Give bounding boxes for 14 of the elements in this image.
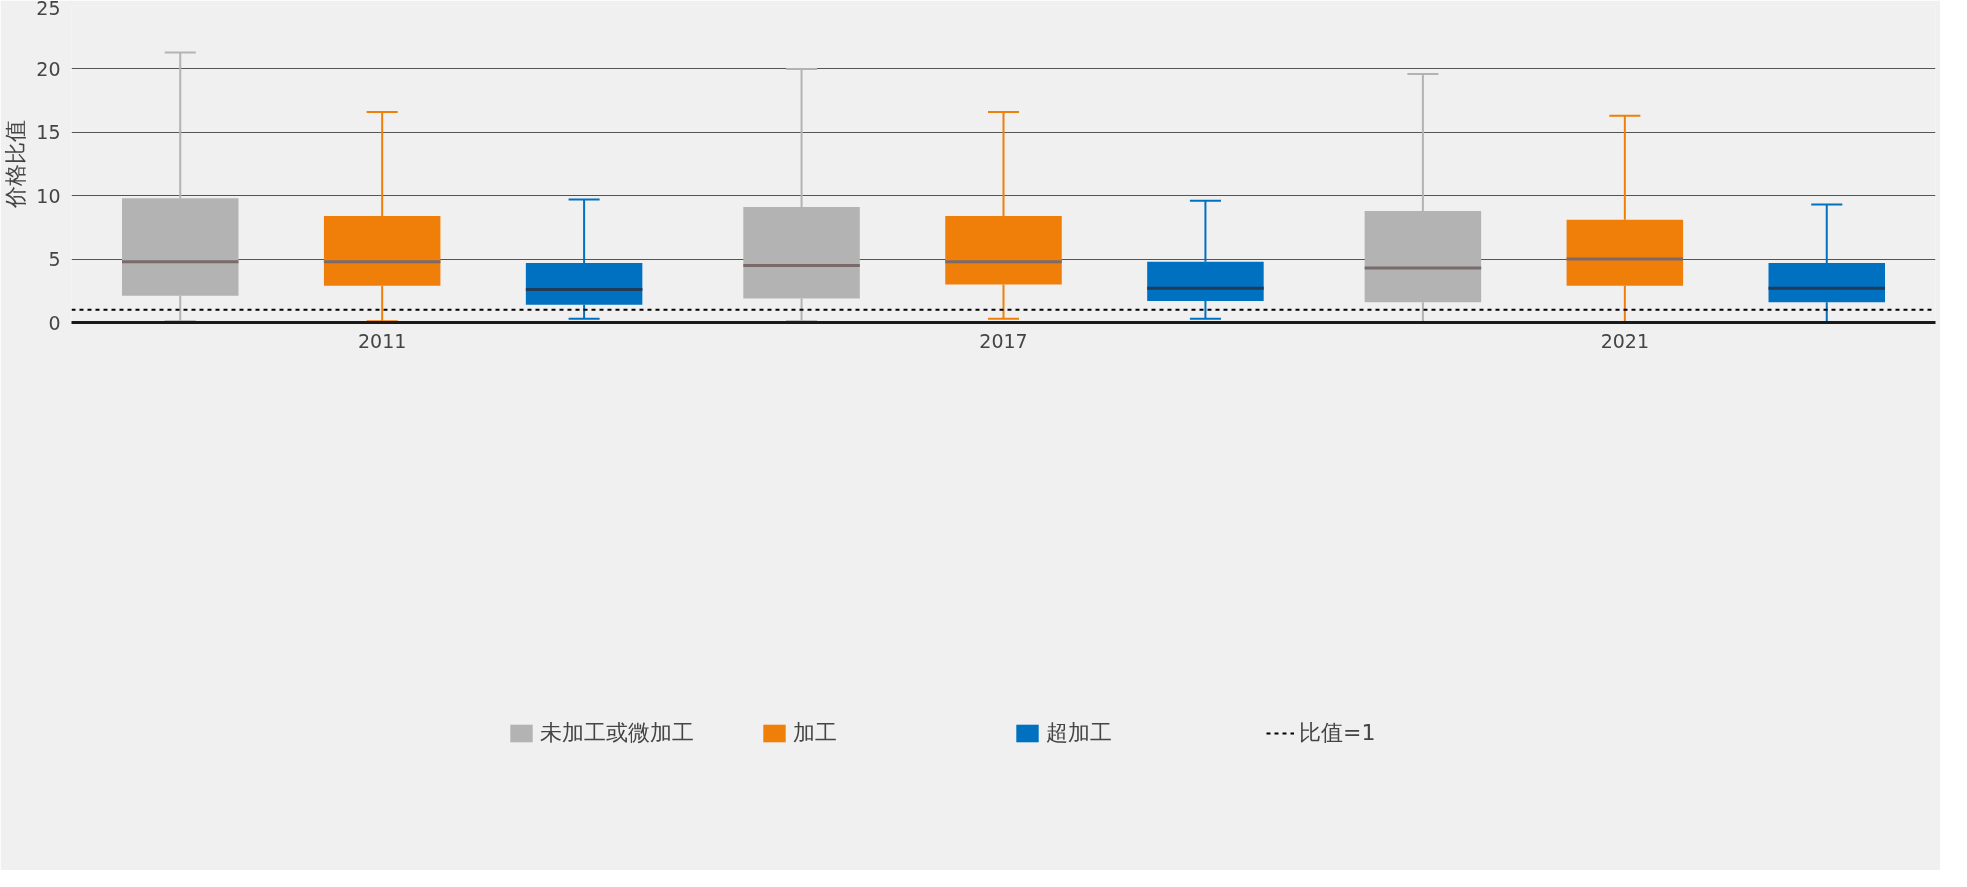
y-tick-label: 0 [48,311,61,334]
x-tick-label: 2017 [979,329,1028,352]
y-tick-label: 25 [36,0,61,19]
x-tick-label: 2011 [357,329,407,352]
legend-label: 超加工 [1046,718,1113,747]
y-tick-label: 15 [36,121,61,144]
y-axis-title: 价格比值 [3,120,29,209]
y-tick-label: 20 [36,57,61,80]
legend-label: 加工 [793,718,838,747]
y-tick-label: 10 [36,184,61,207]
legend-label: 未加工或微加工 [540,718,695,747]
x-tick-label: 2021 [1600,329,1650,352]
y-tick-label: 5 [48,248,61,271]
legend-label: 比值=1 [1299,718,1377,747]
